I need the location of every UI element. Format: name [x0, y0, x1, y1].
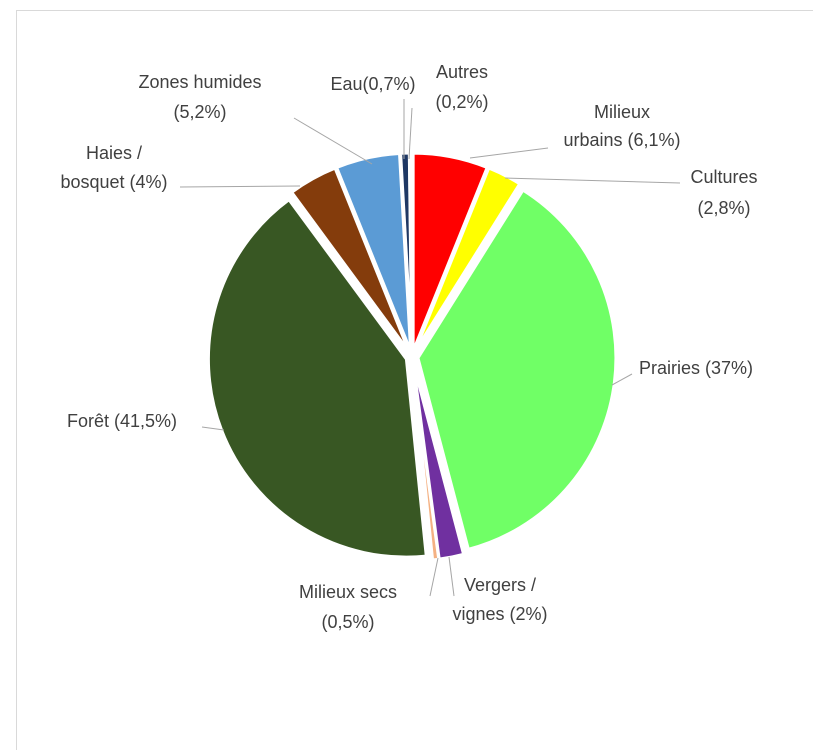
slice-label-cultures-2-8: Cultures (2,8%) — [690, 167, 757, 218]
leader-line-milieux-secs-0-5 — [429, 557, 439, 597]
slice-label-line: Milieux — [594, 102, 650, 122]
slice-label-line: Autres — [436, 62, 488, 82]
slice-label-haies-bosquet-4: Haies / bosquet (4%) — [60, 143, 167, 192]
labels-layer: Milieux urbains (6,1%) Cultures (2,8%) Prair… — [60, 62, 757, 632]
pie-slice-foret-41-5 — [206, 197, 428, 559]
slice-label-autres-0-2: Autres (0,2%) — [435, 62, 488, 112]
leader-line-autres-0-2 — [408, 107, 413, 160]
slice-label-line: (5,2%) — [173, 102, 226, 122]
slice-label-line: Forêt (41,5%) — [67, 411, 177, 431]
leader-line-zones-humides-5-2 — [293, 117, 373, 165]
slice-label-foret-41-5: Forêt (41,5%) — [67, 411, 177, 431]
slice-label-milieux-secs-0-5: Milieux secs (0,5%) — [299, 582, 397, 632]
leader-line-vergers-vignes-2 — [448, 556, 455, 597]
slice-label-line: bosquet (4%) — [60, 172, 167, 192]
slice-label-zones-humides-5-2: Zones humides (5,2%) — [138, 72, 261, 122]
pie-slice-haies-bosquet-4 — [289, 166, 411, 353]
slice-label-line: Eau(0,7%) — [330, 74, 415, 94]
leader-line-haies-bosquet-4 — [179, 185, 301, 188]
slice-label-line: urbains (6,1%) — [563, 130, 680, 150]
pie-slice-milieux-secs-0-5 — [411, 362, 441, 562]
slice-label-line: (2,8%) — [697, 198, 750, 218]
leader-line-prairies-37 — [611, 373, 633, 386]
slices-layer — [206, 151, 618, 562]
leaders-layer — [179, 99, 681, 597]
slice-label-line: Cultures — [690, 167, 757, 187]
slice-label-line: Milieux secs — [299, 582, 397, 602]
slice-label-eau-0-7: Eau(0,7%) — [330, 74, 415, 94]
slice-label-line: (0,5%) — [321, 612, 374, 632]
leader-line-cultures-2-8 — [504, 177, 681, 184]
slice-label-line: (0,2%) — [435, 92, 488, 112]
slice-label-line: Vergers / — [464, 575, 536, 595]
slice-label-prairies-37: Prairies (37%) — [639, 358, 753, 378]
leader-line-milieux-urbains-6-1 — [469, 147, 549, 159]
slice-label-line: Prairies (37%) — [639, 358, 753, 378]
slice-label-line: Haies / — [86, 143, 142, 163]
slice-label-line: Zones humides — [138, 72, 261, 92]
pie-chart: Milieux urbains (6,1%) Cultures (2,8%) Prair… — [60, 62, 757, 632]
slice-label-milieux-urbains-6-1: Milieux urbains (6,1%) — [563, 102, 680, 150]
slice-label-line: vignes (2%) — [452, 604, 547, 624]
pie-slice-prairies-37 — [416, 187, 618, 552]
leader-line-foret-41-5 — [201, 426, 225, 431]
pie-slice-cultures-2-8 — [413, 166, 522, 353]
slice-label-vergers-vignes-2: Vergers / vignes (2%) — [452, 575, 547, 624]
